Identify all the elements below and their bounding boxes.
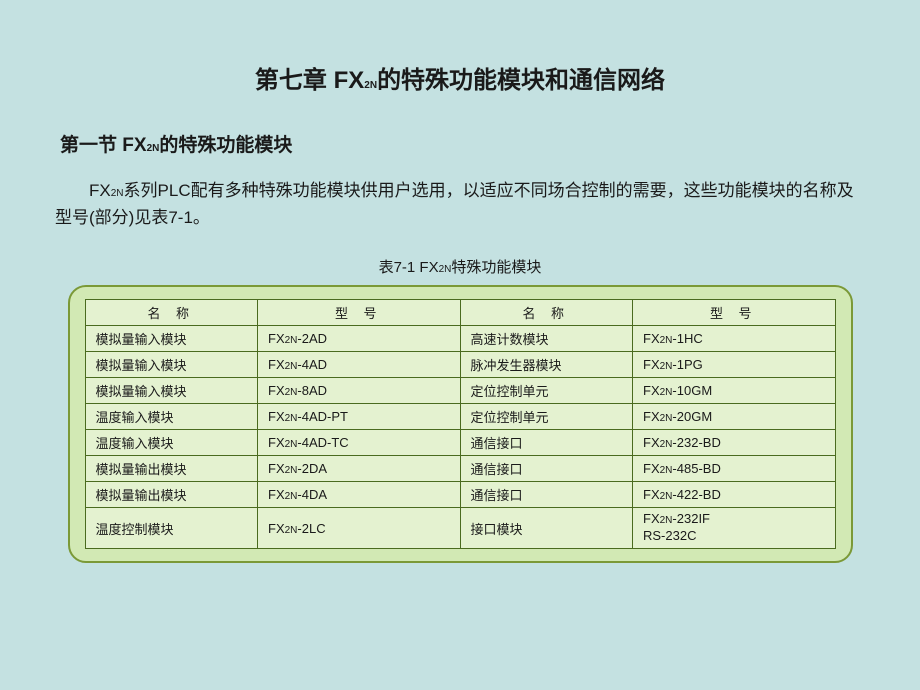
chapter-title-prefix: 第七章 FX <box>255 67 364 94</box>
table-caption-suffix: 特殊功能模块 <box>451 259 541 276</box>
cell-name-2: 定位控制单元 <box>460 404 633 430</box>
table-caption: 表7-1 FX2N特殊功能模块 <box>50 256 870 277</box>
intro-sub: 2N <box>111 188 124 199</box>
table-row: 模拟量输入模块FX2N-2AD高速计数模块FX2N-1HC <box>85 326 835 352</box>
cell-model-1: FX2N-4DA <box>258 482 461 508</box>
cell-model-1: FX2N-2AD <box>258 326 461 352</box>
chapter-title: 第七章 FX2N的特殊功能模块和通信网络 <box>50 60 870 95</box>
header-model-2: 型 号 <box>633 300 836 326</box>
table-row: 温度控制模块FX2N-2LC接口模块FX2N-232IFRS-232C <box>85 508 835 549</box>
cell-model-2: FX2N-422-BD <box>633 482 836 508</box>
table-wrapper: 名 称 型 号 名 称 型 号 模拟量输入模块FX2N-2AD高速计数模块FX2… <box>68 285 853 563</box>
section-title-prefix: 第一节 FX <box>60 135 147 156</box>
cell-model-1: FX2N-4AD <box>258 352 461 378</box>
cell-model-1: FX2N-4AD-PT <box>258 404 461 430</box>
intro-text: FX2N系列PLC配有多种特殊功能模块供用户选用，以适应不同场合控制的需要，这些… <box>55 177 870 231</box>
modules-table: 名 称 型 号 名 称 型 号 模拟量输入模块FX2N-2AD高速计数模块FX2… <box>85 299 836 549</box>
cell-name-2: 接口模块 <box>460 508 633 549</box>
cell-name-1: 模拟量输入模块 <box>85 352 258 378</box>
cell-model-1: FX2N-4AD-TC <box>258 430 461 456</box>
table-row: 模拟量输出模块FX2N-4DA通信接口FX2N-422-BD <box>85 482 835 508</box>
cell-name-1: 温度输入模块 <box>85 430 258 456</box>
cell-name-1: 模拟量输入模块 <box>85 326 258 352</box>
cell-model-2: FX2N-20GM <box>633 404 836 430</box>
table-row: 模拟量输入模块FX2N-8AD定位控制单元FX2N-10GM <box>85 378 835 404</box>
cell-model-1: FX2N-2DA <box>258 456 461 482</box>
cell-model-2: FX2N-10GM <box>633 378 836 404</box>
table-row: 模拟量输入模块FX2N-4AD脉冲发生器模块FX2N-1PG <box>85 352 835 378</box>
cell-model-1: FX2N-2LC <box>258 508 461 549</box>
cell-name-2: 通信接口 <box>460 456 633 482</box>
cell-name-1: 模拟量输入模块 <box>85 378 258 404</box>
cell-model-1: FX2N-8AD <box>258 378 461 404</box>
table-header-row: 名 称 型 号 名 称 型 号 <box>85 300 835 326</box>
chapter-title-sub: 2N <box>364 80 377 91</box>
cell-model-2: FX2N-1PG <box>633 352 836 378</box>
table-row: 模拟量输出模块FX2N-2DA通信接口FX2N-485-BD <box>85 456 835 482</box>
section-title-sub: 2N <box>147 143 160 154</box>
table-row: 温度输入模块FX2N-4AD-TC通信接口FX2N-232-BD <box>85 430 835 456</box>
cell-name-2: 高速计数模块 <box>460 326 633 352</box>
cell-model-2: FX2N-485-BD <box>633 456 836 482</box>
cell-name-2: 通信接口 <box>460 430 633 456</box>
cell-name-2: 定位控制单元 <box>460 378 633 404</box>
cell-model-2: FX2N-232-BD <box>633 430 836 456</box>
cell-name-1: 模拟量输出模块 <box>85 482 258 508</box>
intro-suffix: 系列PLC配有多种特殊功能模块供用户选用，以适应不同场合控制的需要，这些功能模块… <box>55 181 854 227</box>
table-caption-sub: 2N <box>439 264 452 275</box>
cell-name-1: 温度控制模块 <box>85 508 258 549</box>
header-model-1: 型 号 <box>258 300 461 326</box>
cell-name-1: 模拟量输出模块 <box>85 456 258 482</box>
header-name-1: 名 称 <box>85 300 258 326</box>
section-title: 第一节 FX2N的特殊功能模块 <box>60 130 870 157</box>
cell-name-2: 通信接口 <box>460 482 633 508</box>
header-name-2: 名 称 <box>460 300 633 326</box>
section-title-suffix: 的特殊功能模块 <box>159 135 292 156</box>
cell-model-2: FX2N-232IFRS-232C <box>633 508 836 549</box>
table-caption-prefix: 表7-1 FX <box>379 259 439 276</box>
cell-model-2: FX2N-1HC <box>633 326 836 352</box>
intro-prefix: FX <box>89 181 111 200</box>
chapter-title-suffix: 的特殊功能模块和通信网络 <box>377 67 665 94</box>
cell-name-2: 脉冲发生器模块 <box>460 352 633 378</box>
table-row: 温度输入模块FX2N-4AD-PT定位控制单元FX2N-20GM <box>85 404 835 430</box>
cell-name-1: 温度输入模块 <box>85 404 258 430</box>
